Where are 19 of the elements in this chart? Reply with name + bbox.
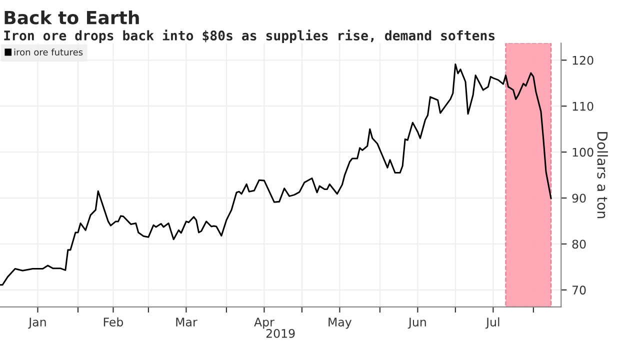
x-tick-label: May [328, 318, 352, 329]
legend-label: iron ore futures [14, 48, 83, 56]
x-tick-label: Mar [176, 318, 198, 326]
y-tick-label: 90 [572, 194, 586, 203]
x-axis-title: 2019 [266, 328, 295, 338]
y-axis-title: Dollars a ton [597, 132, 608, 218]
x-tick-label: Jun [408, 318, 426, 329]
x-tick-label: Feb [104, 317, 124, 326]
y-tick-label: 70 [572, 286, 586, 295]
y-tick-label: 80 [572, 240, 586, 249]
chart-subtitle: Iron ore drops back into $80s as supplies rise, demand softens [4, 30, 495, 44]
x-tick-label: Apr [254, 318, 274, 329]
chart-title: Back to Earth [4, 10, 139, 24]
y-tick-label: 100 [572, 148, 594, 157]
line-series [0, 64, 552, 286]
y-tick-label: 110 [572, 102, 594, 111]
x-tick-label: Jul [485, 317, 500, 329]
x-tick-label: Jan [28, 318, 46, 329]
y-tick-label: 120 [572, 56, 594, 65]
